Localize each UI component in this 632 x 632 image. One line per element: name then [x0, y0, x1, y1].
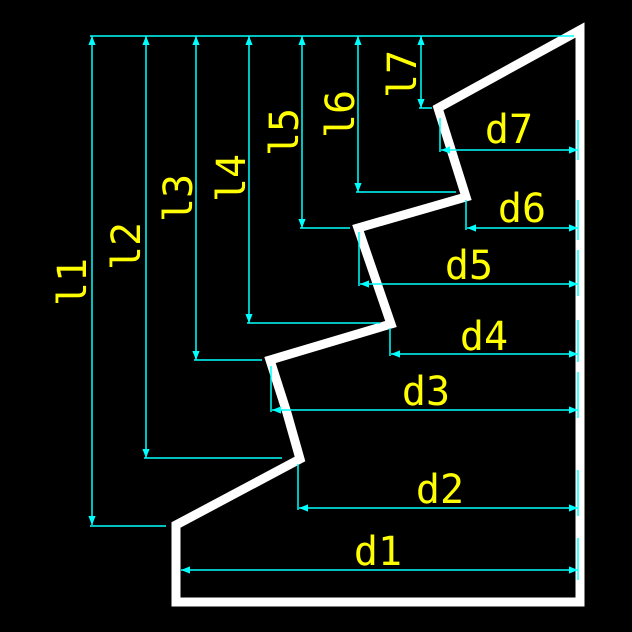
label-l6: l6 [318, 90, 364, 138]
label-d5: d5 [445, 243, 493, 289]
label-l1: l1 [50, 258, 96, 306]
label-d1: d1 [354, 529, 402, 575]
label-l3: l3 [156, 174, 202, 222]
vertical-dimension-labels: l1 l2 l3 l4 l5 l6 l7 [50, 50, 426, 306]
label-d4: d4 [460, 314, 508, 360]
stepped-profile-outline [171, 22, 585, 607]
label-l2: l2 [104, 222, 150, 270]
horizontal-dimension-lines [181, 118, 579, 580]
label-d6: d6 [498, 186, 546, 232]
label-l5: l5 [262, 108, 308, 156]
label-d3: d3 [402, 369, 450, 415]
label-l4: l4 [209, 154, 255, 202]
label-d2: d2 [416, 467, 464, 513]
label-l7: l7 [380, 50, 426, 98]
vertical-dimension-lines [88, 35, 574, 527]
horizontal-dimension-labels: d7 d6 d5 d4 d3 d2 d1 [354, 107, 546, 575]
label-d7: d7 [485, 107, 533, 153]
